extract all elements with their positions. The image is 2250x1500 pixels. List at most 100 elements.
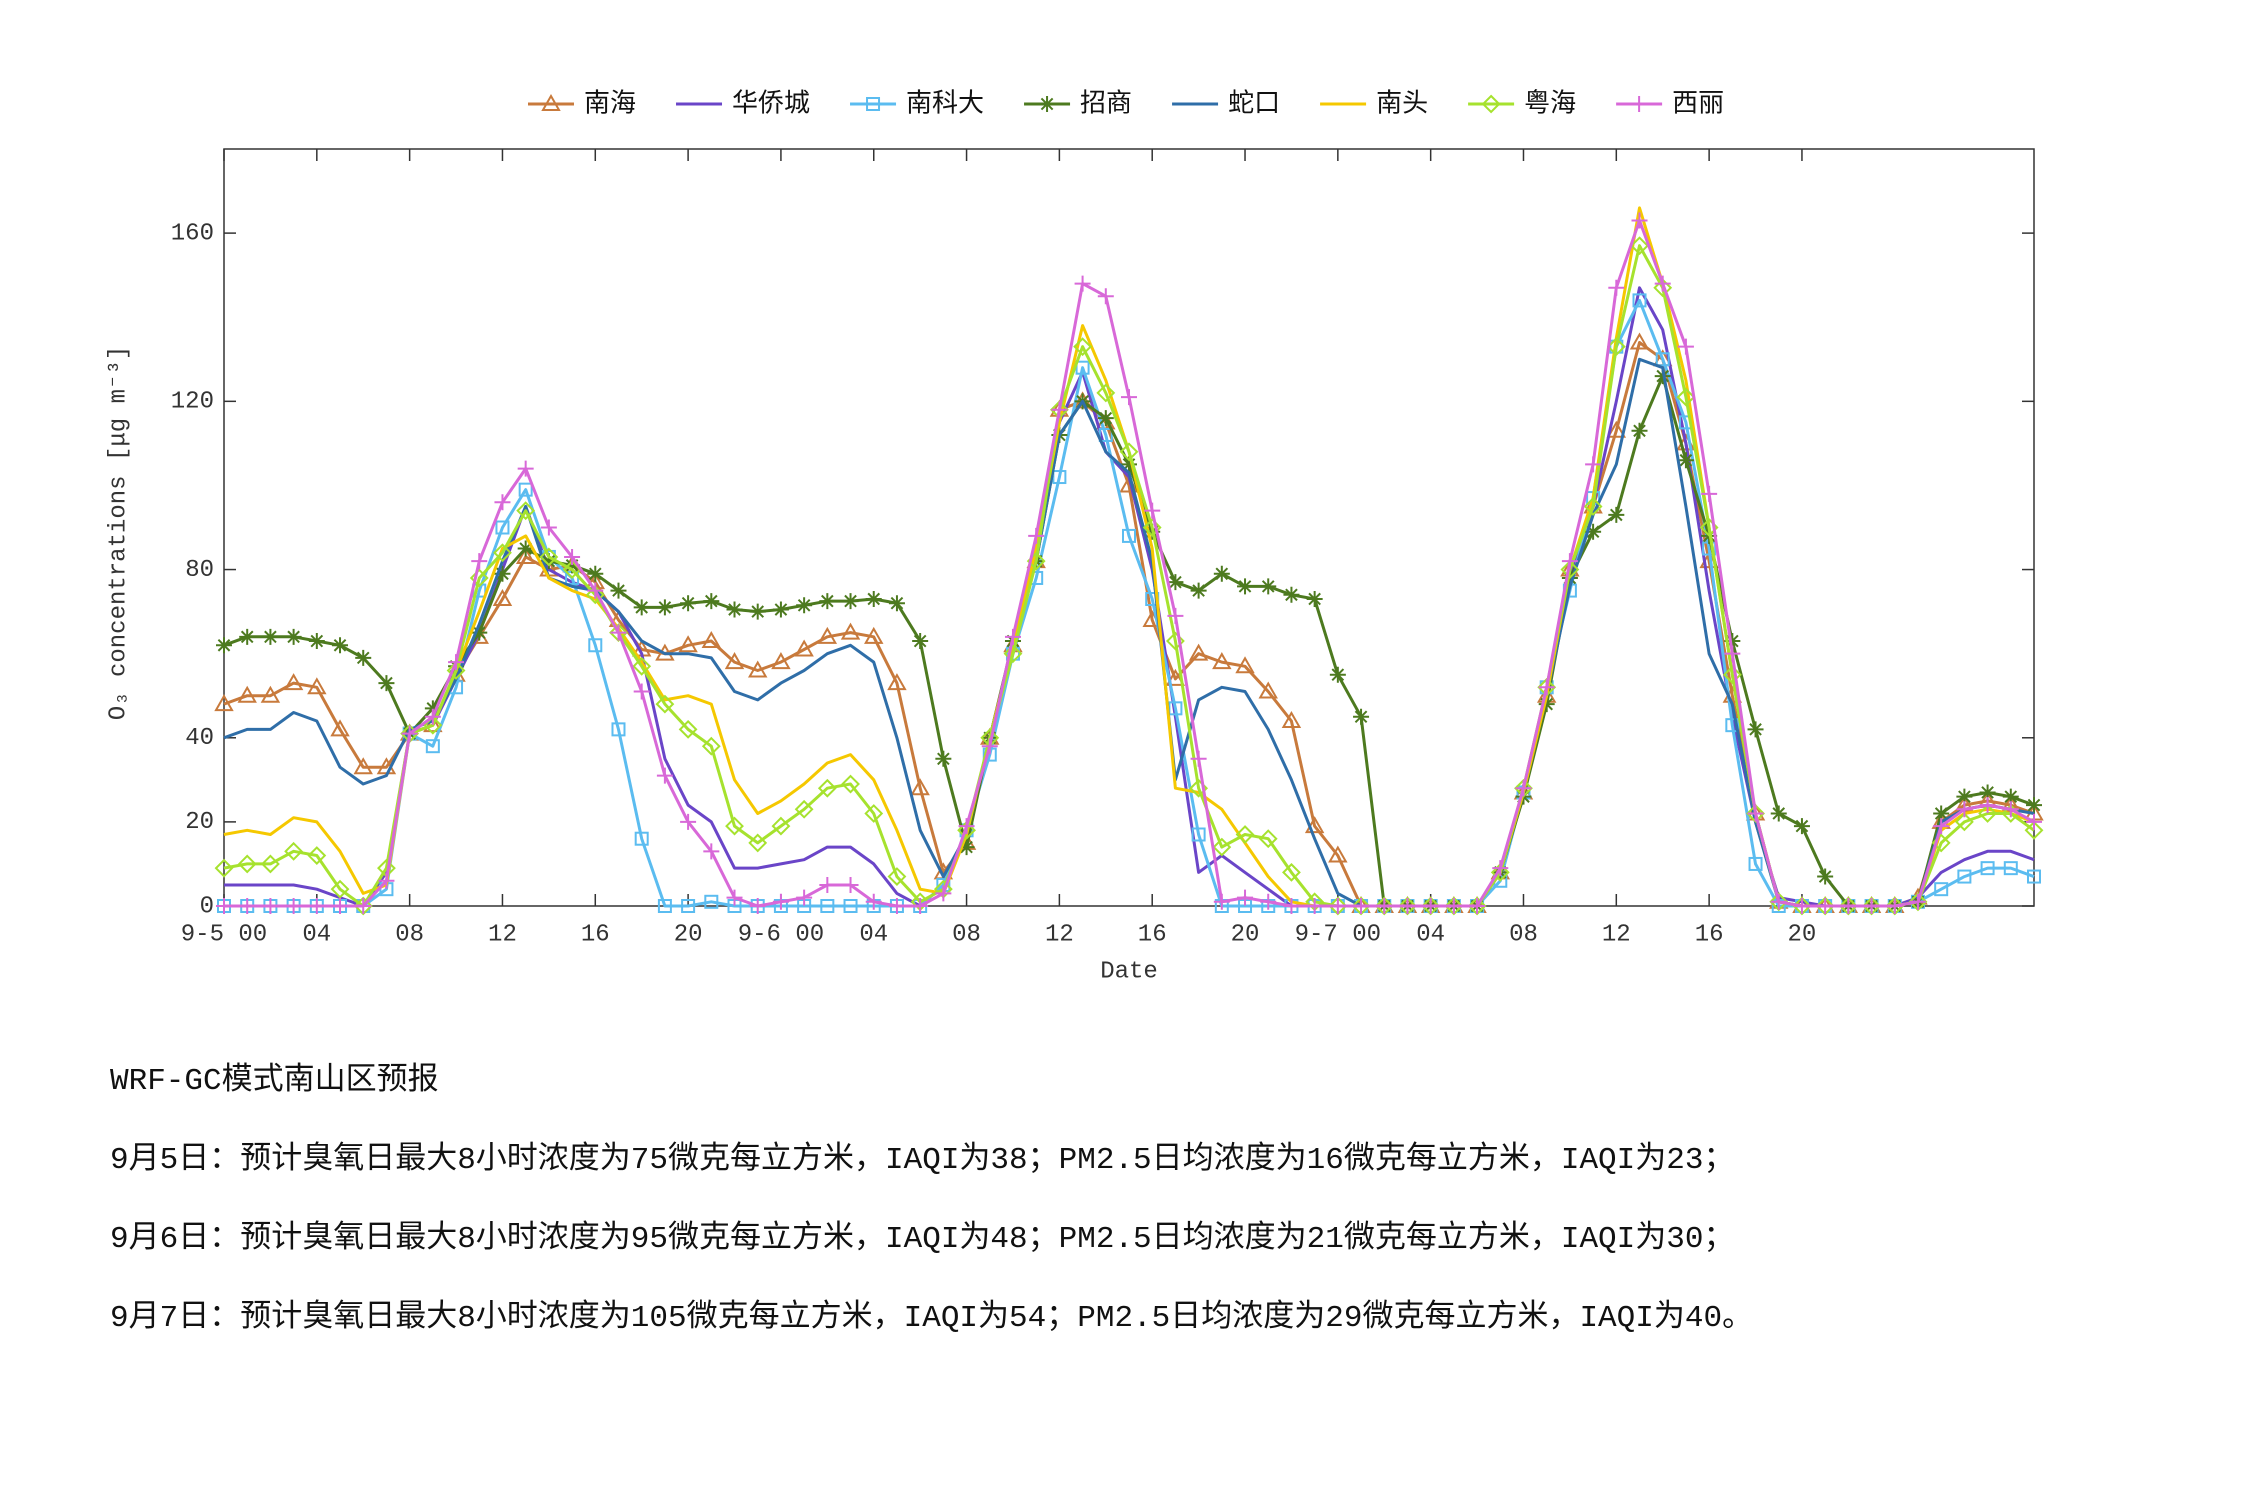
data-point (262, 898, 279, 914)
data-point (262, 628, 279, 645)
data-point (260, 854, 280, 874)
data-point (749, 898, 766, 914)
data-point (1353, 898, 1370, 914)
data-point (633, 599, 650, 616)
data-point (958, 839, 975, 856)
data-point (1097, 288, 1114, 305)
data-point (1933, 818, 1950, 835)
data-point (492, 588, 513, 606)
data-point (1144, 502, 1161, 519)
data-point (493, 543, 512, 563)
data-point (1121, 389, 1137, 406)
data-point (656, 599, 673, 616)
data-point (656, 767, 673, 784)
data-point (587, 582, 604, 599)
data-point (681, 899, 696, 913)
data-point (634, 831, 649, 846)
data-point (330, 879, 350, 899)
data-point (585, 585, 605, 605)
data-point (1260, 893, 1277, 910)
data-point (1583, 497, 1603, 516)
y-tick-label: 80 (185, 557, 214, 584)
chart: Date O₃ concentrations [μg m⁻³] 0 20 40 80 1… (105, 89, 2044, 985)
data-point (1283, 898, 1300, 914)
series (214, 236, 2044, 916)
x-tick-label: 20 (674, 921, 703, 948)
data-point (1886, 898, 1903, 914)
data-point (355, 898, 372, 914)
data-point (1561, 553, 1578, 570)
data-point (1119, 442, 1139, 462)
data-point (1770, 805, 1787, 822)
data-point (237, 854, 257, 874)
data-point (1191, 827, 1206, 842)
data-point (307, 846, 327, 865)
data-point (610, 624, 627, 641)
legend-marker (1481, 94, 1501, 114)
data-point (1676, 387, 1696, 407)
x-tick-label: 08 (952, 921, 981, 948)
x-tick-label: 16 (581, 921, 610, 948)
data-point (842, 876, 859, 893)
x-tick-label: 20 (1788, 921, 1817, 948)
legend-label: 南科大 (906, 89, 984, 119)
data-point (912, 898, 929, 914)
data-point (540, 519, 557, 536)
data-point (1190, 750, 1207, 767)
x-tick-label: 08 (1509, 921, 1538, 948)
data-point (1817, 868, 1834, 885)
data-point (772, 893, 789, 910)
data-point (1096, 383, 1116, 403)
data-point (817, 626, 838, 644)
legend-label: 南海 (584, 89, 636, 119)
data-point (701, 736, 721, 756)
data-point (516, 501, 536, 521)
data-point (1003, 644, 1023, 664)
data-point (1655, 352, 1670, 367)
data-point (378, 675, 395, 692)
series (216, 212, 2042, 914)
data-point (1515, 780, 1532, 797)
data-point (424, 700, 441, 717)
data-point (1213, 565, 1230, 582)
data-point (239, 898, 256, 914)
data-point (794, 799, 814, 819)
data-point (1168, 701, 1183, 716)
data-point (515, 546, 536, 564)
data-point (2002, 801, 2019, 818)
data-point (1167, 607, 1184, 624)
data-point (887, 673, 907, 691)
series-line (224, 298, 2035, 908)
data-point (1631, 212, 1648, 229)
data-point (1165, 631, 1185, 651)
data-point (494, 494, 511, 511)
data-point (1142, 518, 1162, 537)
x-tick-label: 04 (302, 921, 331, 948)
data-point (1677, 338, 1694, 355)
data-point (935, 750, 952, 767)
data-point (1237, 889, 1254, 906)
data-point (1469, 898, 1486, 914)
data-point (1165, 668, 1186, 686)
x-tick-label: 12 (1045, 921, 1074, 948)
data-point (748, 833, 768, 853)
data-point (494, 565, 511, 582)
data-point (749, 603, 766, 620)
data-point (330, 719, 350, 737)
data-point (1492, 860, 1509, 877)
data-point (935, 885, 952, 902)
data-point (353, 757, 373, 775)
data-point (796, 889, 813, 906)
data-point (910, 778, 930, 796)
data-point (448, 654, 465, 671)
data-point (1956, 788, 1973, 805)
y-tick-label: 0 (200, 893, 214, 920)
data-point (796, 597, 813, 614)
data-point (865, 590, 882, 607)
data-point (2002, 788, 2019, 805)
data-point (2024, 820, 2044, 840)
data-point (1167, 574, 1184, 591)
data-point (632, 656, 652, 676)
data-point (1328, 845, 1348, 863)
